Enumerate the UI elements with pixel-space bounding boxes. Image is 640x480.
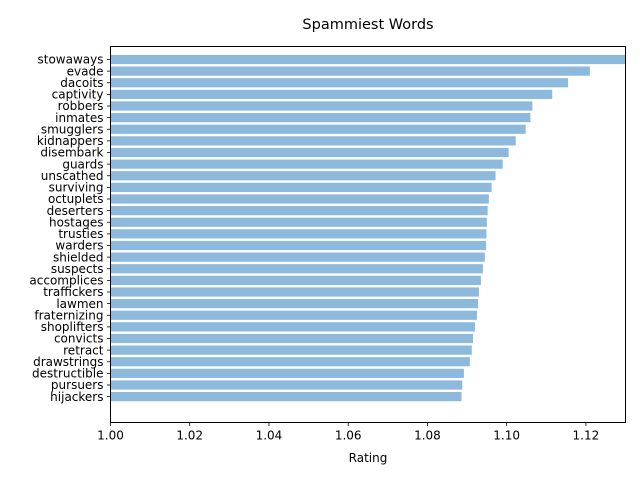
category-label-trusties: trusties [58, 227, 103, 241]
category-label-dacoits: dacoits [60, 76, 103, 90]
bar-warders [110, 240, 487, 251]
x-tick-label: 1.04 [256, 429, 283, 443]
bar-disembark [110, 147, 509, 158]
category-label-disembark: disembark [40, 146, 103, 160]
bar-traffickers [110, 287, 479, 297]
category-label-kidnappers: kidnappers [37, 134, 104, 148]
category-label-lawmen: lawmen [56, 297, 103, 311]
bar-suspects [110, 264, 483, 274]
bar-destructible [110, 368, 464, 378]
bar-pursuers [110, 380, 463, 390]
category-label-convicts: convicts [54, 332, 104, 346]
category-label-destructible: destructible [32, 367, 103, 381]
bar-convicts [110, 333, 473, 344]
bar-dacoits [110, 78, 569, 88]
bar-stowaways [110, 54, 626, 65]
bar-captivity [110, 89, 553, 99]
bar-surviving [110, 182, 492, 192]
x-tick-label: 1.06 [335, 429, 362, 443]
bar-hostages [110, 217, 487, 227]
category-label-drawstrings: drawstrings [33, 355, 103, 369]
plot-frame [110, 46, 626, 423]
category-label-surviving: surviving [49, 181, 104, 195]
x-axis-label: Rating [349, 451, 388, 465]
bar-smugglers [110, 124, 526, 134]
category-label-shielded: shielded [53, 250, 104, 264]
bar-deserters [110, 206, 488, 216]
category-label-retract: retract [63, 343, 104, 357]
category-label-accomplices: accomplices [29, 274, 103, 288]
bar-robbers [110, 101, 533, 111]
category-label-guards: guards [62, 157, 103, 171]
bar-drawstrings [110, 357, 470, 367]
bar-lawmen [110, 299, 479, 309]
category-label-smugglers: smugglers [41, 122, 104, 136]
chart-title: Spammiest Words [302, 17, 433, 33]
category-label-stowaways: stowaways [38, 53, 104, 67]
bar-unscathed [110, 171, 496, 181]
x-tick-label: 1.08 [414, 429, 441, 443]
bar-fraternizing [110, 310, 477, 320]
category-label-fraternizing: fraternizing [34, 308, 103, 322]
bar-trusties [110, 229, 487, 239]
bar-shoplifters [110, 322, 475, 332]
x-tick-label: 1.12 [573, 429, 600, 443]
category-labels: stowawaysevadedacoitscaptivityrobbersinm… [29, 53, 111, 404]
category-label-traffickers: traffickers [43, 285, 103, 299]
category-label-deserters: deserters [47, 204, 104, 218]
bar-guards [110, 159, 503, 169]
category-label-octuplets: octuplets [48, 192, 104, 206]
x-tick-label: 1.10 [493, 429, 520, 443]
x-tick-label: 1.00 [97, 429, 124, 443]
category-label-pursuers: pursuers [51, 378, 104, 392]
x-ticks: 1.00 1.02 1.04 1.06 1.08 1.10 1.12 [97, 422, 600, 443]
category-label-hostages: hostages [49, 215, 104, 229]
bar-kidnappers [110, 136, 516, 146]
x-tick-label: 1.02 [176, 429, 203, 443]
category-label-warders: warders [55, 239, 103, 253]
category-label-unscathed: unscathed [41, 169, 104, 183]
category-label-shoplifters: shoplifters [41, 320, 104, 334]
bars-group [110, 54, 626, 402]
bar-retract [110, 345, 472, 355]
category-label-suspects: suspects [51, 262, 104, 276]
bar-inmates [110, 113, 531, 123]
bar-shielded [110, 252, 485, 262]
category-label-inmates: inmates [55, 111, 103, 125]
bar-accomplices [110, 275, 481, 285]
bar-hijackers [110, 392, 462, 402]
bar-evade [110, 66, 590, 76]
category-label-evade: evade [67, 64, 104, 78]
category-label-captivity: captivity [52, 88, 104, 102]
bar-octuplets [110, 194, 489, 204]
category-label-hijackers: hijackers [50, 390, 103, 404]
category-label-robbers: robbers [58, 99, 104, 113]
